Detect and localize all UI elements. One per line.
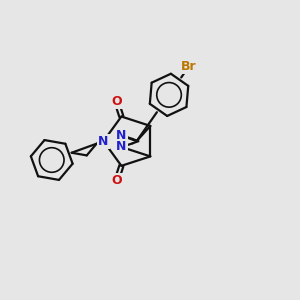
Text: Br: Br xyxy=(181,60,197,73)
Text: N: N xyxy=(98,135,109,148)
Text: N: N xyxy=(116,129,127,142)
Text: N: N xyxy=(116,140,127,154)
Text: O: O xyxy=(111,174,122,187)
Text: O: O xyxy=(111,95,122,109)
